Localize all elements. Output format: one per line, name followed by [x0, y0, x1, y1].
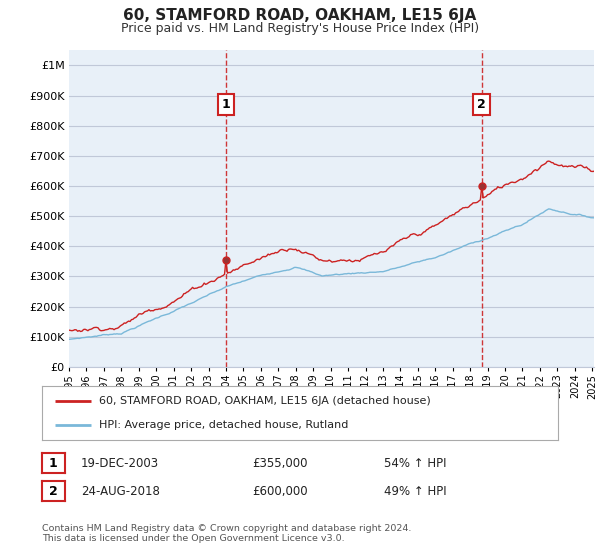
Text: 49% ↑ HPI: 49% ↑ HPI — [384, 484, 446, 498]
Text: 1: 1 — [221, 98, 230, 111]
Text: 19-DEC-2003: 19-DEC-2003 — [81, 456, 159, 470]
Text: Price paid vs. HM Land Registry's House Price Index (HPI): Price paid vs. HM Land Registry's House … — [121, 22, 479, 35]
Text: 60, STAMFORD ROAD, OAKHAM, LE15 6JA (detached house): 60, STAMFORD ROAD, OAKHAM, LE15 6JA (det… — [99, 396, 431, 406]
Text: 2: 2 — [49, 484, 58, 498]
Text: £600,000: £600,000 — [252, 484, 308, 498]
Text: 2: 2 — [477, 98, 486, 111]
Text: 60, STAMFORD ROAD, OAKHAM, LE15 6JA: 60, STAMFORD ROAD, OAKHAM, LE15 6JA — [124, 8, 476, 24]
Text: Contains HM Land Registry data © Crown copyright and database right 2024.
This d: Contains HM Land Registry data © Crown c… — [42, 524, 412, 543]
Text: 24-AUG-2018: 24-AUG-2018 — [81, 484, 160, 498]
Text: 54% ↑ HPI: 54% ↑ HPI — [384, 456, 446, 470]
Text: HPI: Average price, detached house, Rutland: HPI: Average price, detached house, Rutl… — [99, 420, 348, 430]
Text: 1: 1 — [49, 456, 58, 470]
Text: £355,000: £355,000 — [252, 456, 308, 470]
